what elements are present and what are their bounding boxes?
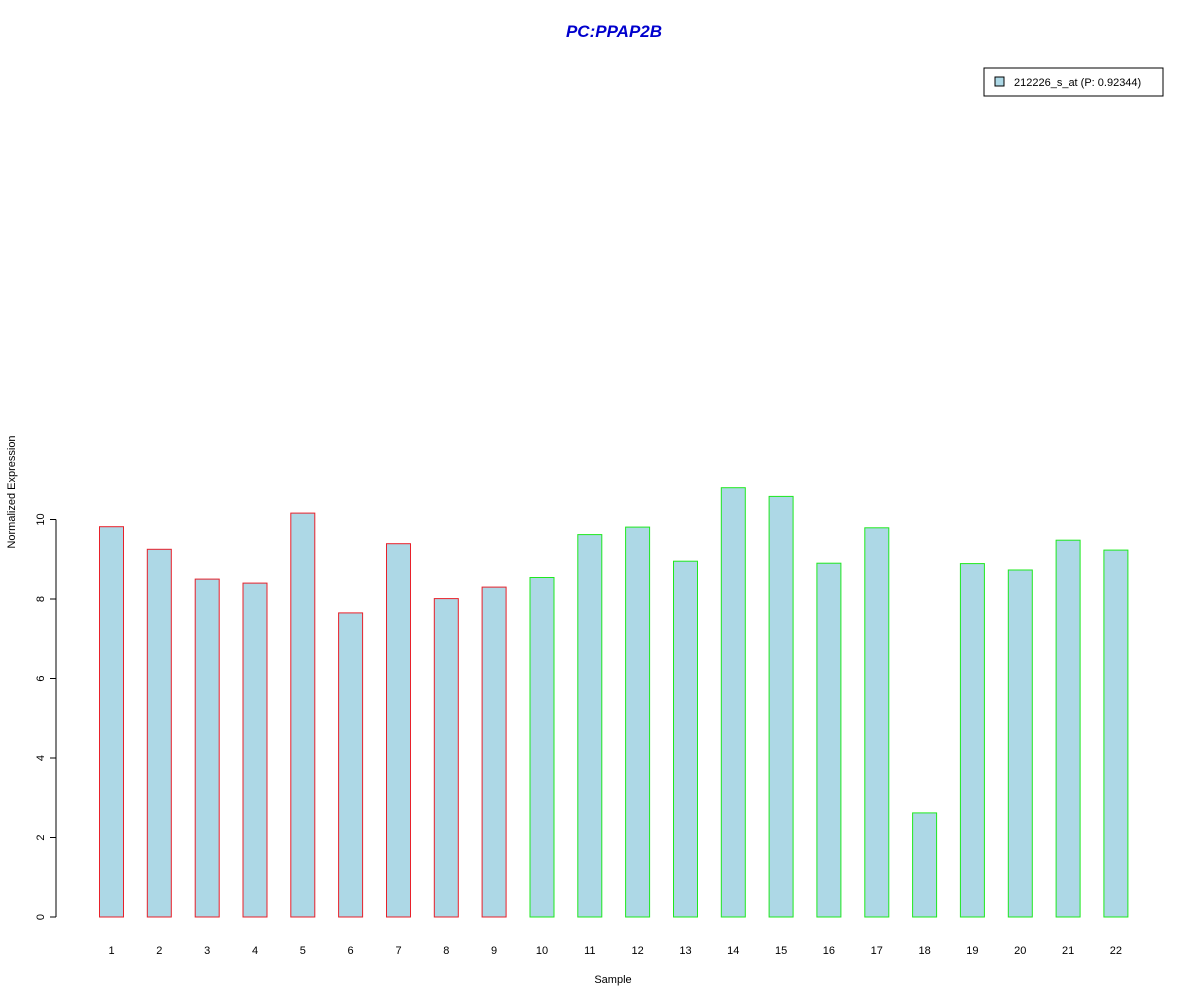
- bar-sample-7: [386, 543, 411, 918]
- bar-sample-21: [1055, 539, 1081, 918]
- bar-sample-14: [720, 487, 746, 918]
- bar-sample-6: [338, 612, 364, 918]
- bar-sample-3: [194, 578, 220, 918]
- x-tick-label: 12: [631, 945, 643, 957]
- x-tick-label: 11: [584, 945, 595, 957]
- bar-sample-1: [99, 526, 124, 918]
- y-axis-label: Normalized Expression: [6, 435, 18, 548]
- bar-sample-17: [864, 527, 890, 918]
- bar-sample-4: [242, 582, 268, 918]
- bar-sample-9: [481, 586, 507, 918]
- x-tick-label: 9: [491, 945, 497, 957]
- x-tick-label: 19: [966, 945, 978, 957]
- bar-sample-19: [959, 563, 985, 918]
- x-tick-label: 6: [348, 945, 354, 957]
- y-tick-label: 4: [35, 755, 47, 761]
- legend: 212226_s_at (P: 0.92344): [983, 67, 1164, 97]
- x-tick-label: 13: [679, 945, 691, 957]
- bar-sample-12: [625, 526, 651, 918]
- bar-sample-2: [146, 548, 172, 918]
- bar-sample-11: [577, 534, 603, 918]
- bar-sample-15: [768, 495, 794, 918]
- x-tick-label: 3: [204, 945, 210, 957]
- x-tick-label: 10: [536, 945, 548, 957]
- x-tick-label: 17: [871, 945, 883, 957]
- legend-swatch: [994, 76, 1005, 87]
- x-tick-label: 1: [108, 945, 114, 957]
- y-tick-label: 6: [35, 675, 47, 681]
- x-tick-label: 22: [1110, 945, 1122, 957]
- x-tick-label: 4: [252, 945, 258, 957]
- bar-sample-16: [816, 562, 842, 918]
- x-tick-label: 15: [775, 945, 787, 957]
- x-tick-label: 14: [727, 945, 739, 957]
- chart-title: PC:PPAP2B: [566, 22, 662, 41]
- bars-group: [99, 487, 1129, 918]
- legend-box: [983, 67, 1164, 97]
- y-tick-label: 2: [35, 834, 47, 840]
- x-tick-label: 8: [443, 945, 449, 957]
- legend-entry: 212226_s_at (P: 0.92344): [1014, 77, 1141, 89]
- bar-sample-13: [673, 560, 698, 918]
- x-tick-label: 18: [918, 945, 930, 957]
- y-tick-label: 8: [35, 596, 47, 602]
- bar-sample-22: [1103, 549, 1129, 918]
- bar-sample-5: [290, 512, 316, 918]
- bar-sample-20: [1007, 569, 1033, 918]
- x-tick-label: 21: [1062, 945, 1074, 957]
- y-tick-label: 0: [35, 914, 47, 920]
- x-tick-label: 5: [300, 945, 306, 957]
- bar-sample-10: [529, 577, 555, 918]
- x-tick-label: 7: [395, 945, 401, 957]
- x-axis-label: Sample: [594, 974, 631, 986]
- x-tick-label: 2: [156, 945, 162, 957]
- y-axis: 0 2 4 6 8 10: [35, 513, 57, 920]
- x-tick-labels: 1 2 3 4 5 6 7 8 9 10 11 12 13 14 15 16 17 18 19 20 21 22: [108, 945, 1122, 957]
- x-tick-label: 16: [823, 945, 835, 957]
- bar-sample-18: [912, 812, 938, 918]
- bar-sample-8: [433, 598, 459, 918]
- x-tick-label: 20: [1014, 945, 1026, 957]
- y-tick-label: 10: [35, 513, 47, 525]
